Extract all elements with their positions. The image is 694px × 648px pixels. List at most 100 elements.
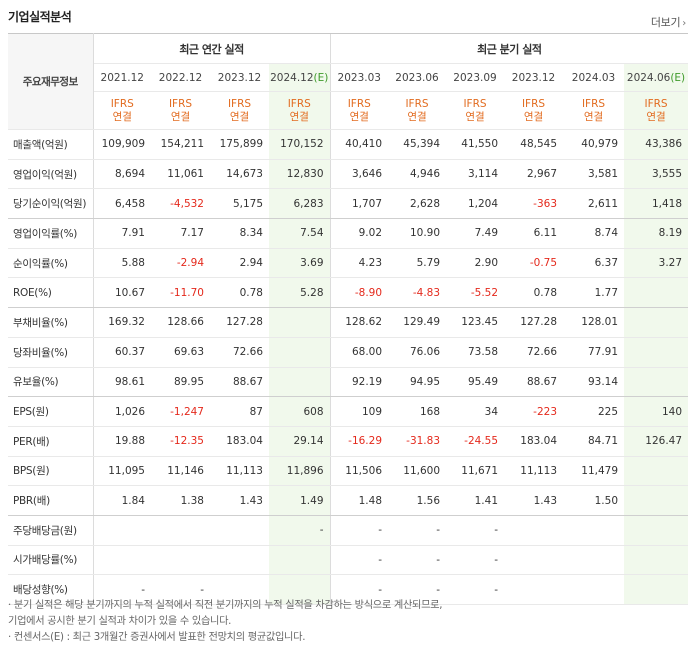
value-cell: 87 bbox=[210, 396, 269, 427]
value-cell: 170,152 bbox=[269, 129, 331, 160]
value-cell: 8,694 bbox=[93, 159, 151, 190]
value-cell: 2.94 bbox=[210, 248, 269, 279]
value-cell: 12,830 bbox=[269, 159, 331, 190]
value-cell: 1.49 bbox=[269, 485, 331, 516]
table-row: 당기순이익(억원) 6,458 -4,532 5,175 6,283 1,707 2,628… bbox=[8, 188, 689, 220]
ifrs-label: IFRS 연결 bbox=[210, 91, 269, 130]
value-cell: 1.48 bbox=[329, 485, 389, 516]
value-cell bbox=[210, 545, 269, 576]
value-cell: 93.14 bbox=[563, 367, 625, 398]
table-row: 유보율(%) 98.61 89.95 88.67 92.19 94.95 95.49 88.6… bbox=[8, 367, 689, 398]
footnote-2: 기업에서 공시한 분기 실적과 차이가 있을 수 있습니다. bbox=[8, 616, 232, 627]
value-cell: -363 bbox=[504, 188, 564, 220]
value-cell: 6,458 bbox=[93, 188, 151, 220]
value-cell: 11,671 bbox=[446, 456, 505, 487]
row-label: 유보율(%) bbox=[8, 367, 94, 398]
period-header: 2024.03 bbox=[563, 63, 625, 92]
ifrs-top: IFRS bbox=[287, 97, 311, 110]
row-label: 순이익률(%) bbox=[8, 248, 94, 279]
ifrs-top: IFRS bbox=[644, 97, 668, 110]
value-cell bbox=[269, 307, 331, 338]
value-cell: 40,410 bbox=[329, 129, 389, 160]
value-cell bbox=[563, 574, 625, 605]
ifrs-bottom: 연결 bbox=[229, 110, 250, 123]
value-cell bbox=[93, 545, 151, 576]
value-cell: 14,673 bbox=[210, 159, 269, 190]
more-link[interactable]: 더보기 › bbox=[651, 14, 686, 30]
value-cell: 4.23 bbox=[329, 248, 389, 279]
table-row: 매출액(억원) 109,909 154,211 175,899 170,152 40,41… bbox=[8, 129, 689, 160]
period-text: 2023.12 bbox=[217, 71, 262, 84]
period-text: 2023.09 bbox=[453, 71, 497, 84]
period-header: 2023.06 bbox=[388, 63, 447, 92]
value-cell: 6,283 bbox=[269, 188, 331, 220]
value-cell: 109 bbox=[329, 396, 389, 427]
row-label: 부채비율(%) bbox=[8, 307, 94, 338]
value-cell: - bbox=[329, 545, 389, 576]
value-cell: -223 bbox=[504, 396, 564, 427]
ifrs-top: IFRS bbox=[227, 97, 252, 110]
value-cell: 5,175 bbox=[210, 188, 269, 220]
value-cell: -31.83 bbox=[388, 426, 447, 457]
value-cell: 5.28 bbox=[269, 277, 331, 309]
value-cell: 3,581 bbox=[563, 159, 625, 190]
footnotes: · 분기 실적은 해당 분기까지의 누적 실적에서 직전 분기까지의 누적 실적… bbox=[8, 598, 443, 646]
ifrs-bottom: 연결 bbox=[349, 110, 369, 123]
value-cell: 7.49 bbox=[446, 218, 505, 249]
value-cell: 128.66 bbox=[151, 307, 210, 338]
value-cell: - bbox=[388, 515, 447, 546]
value-cell: -24.55 bbox=[446, 426, 505, 457]
period-text: 2024.03 bbox=[571, 71, 616, 84]
value-cell: 109,909 bbox=[93, 129, 151, 160]
period-header: 2024.12(E) bbox=[269, 63, 331, 92]
value-cell bbox=[504, 574, 564, 605]
value-cell: 0.78 bbox=[210, 277, 269, 309]
value-cell: 68.00 bbox=[329, 337, 389, 368]
footnote-3: · 컨센서스(E) : 최근 3개월간 증권사에서 발표한 전망치의 평균값입니… bbox=[8, 630, 442, 646]
table-row: 배당성향(%) - - - - - bbox=[8, 574, 689, 605]
value-cell: 129.49 bbox=[388, 307, 447, 338]
value-cell: 2,611 bbox=[563, 188, 625, 220]
value-cell: 89.95 bbox=[151, 367, 210, 398]
value-cell: 11,113 bbox=[504, 456, 564, 487]
period-text: 2023.12 bbox=[511, 71, 556, 84]
period-text: 2022.12 bbox=[158, 71, 203, 84]
table-row: 영업이익률(%) 7.91 7.17 8.34 7.54 9.02 10.90 7.49 6.1… bbox=[8, 218, 689, 249]
ifrs-top: IFRS bbox=[405, 97, 429, 110]
value-cell: - bbox=[446, 545, 505, 576]
value-cell: 48,545 bbox=[504, 129, 564, 160]
period-header: 2023.12 bbox=[210, 63, 269, 92]
ifrs-bottom: 연결 bbox=[112, 110, 132, 123]
table-row: 주당배당금(원) - - - - bbox=[8, 515, 689, 546]
ifrs-label: IFRS 연결 bbox=[563, 91, 625, 130]
value-cell: 8.74 bbox=[563, 218, 625, 249]
header-label: 주요재무정보 bbox=[8, 33, 94, 130]
value-cell bbox=[624, 485, 689, 516]
value-cell bbox=[210, 574, 269, 605]
value-cell: 73.58 bbox=[446, 337, 505, 368]
period-text: 2023.06 bbox=[395, 71, 439, 84]
value-cell bbox=[269, 545, 331, 576]
value-cell: 40,979 bbox=[563, 129, 625, 160]
table-row: 당좌비율(%) 60.37 69.63 72.66 68.00 76.06 73.58 72.… bbox=[8, 337, 689, 368]
value-cell: 225 bbox=[563, 396, 625, 427]
row-label: 시가배당률(%) bbox=[8, 545, 94, 576]
value-cell: 7.54 bbox=[269, 218, 331, 249]
value-cell bbox=[269, 367, 331, 398]
period-text: 2024.12 bbox=[270, 71, 314, 84]
value-cell: -4,532 bbox=[151, 188, 210, 220]
chevron-right-icon: › bbox=[682, 18, 686, 29]
value-cell: - bbox=[388, 545, 447, 576]
value-cell: 94.95 bbox=[388, 367, 447, 398]
value-cell bbox=[210, 515, 269, 546]
value-cell: 34 bbox=[446, 396, 505, 427]
value-cell: 608 bbox=[269, 396, 331, 427]
ifrs-bottom: 연결 bbox=[465, 110, 485, 123]
value-cell: 183.04 bbox=[210, 426, 269, 457]
value-cell: 1.50 bbox=[563, 485, 625, 516]
row-label: 배당성향(%) bbox=[8, 574, 94, 605]
value-cell: 8.34 bbox=[210, 218, 269, 249]
table-row: EPS(원) 1,026 -1,247 87 608 109 168 34 -223 225 140 bbox=[8, 396, 689, 427]
value-cell: 3,555 bbox=[624, 159, 689, 190]
